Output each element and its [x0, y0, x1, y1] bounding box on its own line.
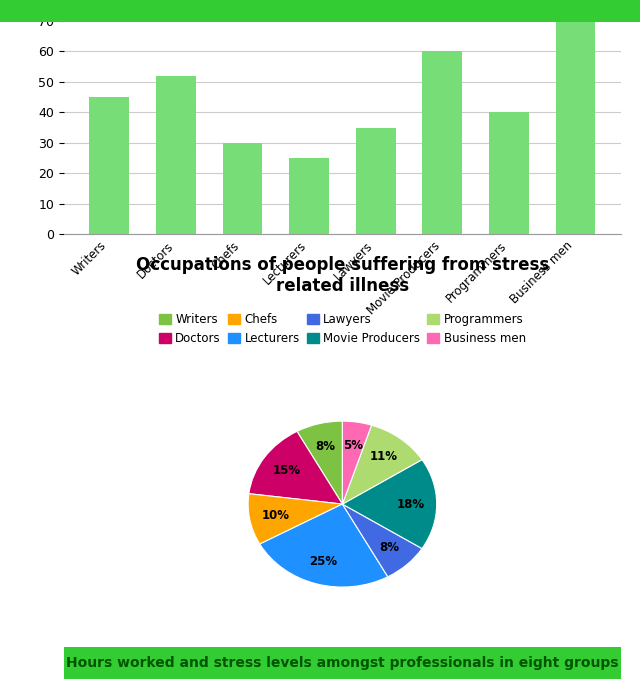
Text: Hours worked and stress levels amongst professionals in eight groups: Hours worked and stress levels amongst p…: [66, 656, 619, 670]
Bar: [556, 21, 595, 235]
Legend: Writers, Doctors, Chefs, Lecturers, Lawyers, Movie Producers, Programmers, Busin: Writers, Doctors, Chefs, Lecturers, Lawy…: [154, 308, 531, 350]
Title: Average number of hourse worked per week: Average number of hourse worked per week: [134, 0, 551, 17]
Bar: [156, 76, 196, 235]
Bar: [489, 113, 529, 234]
Title: Occupations of people suffering from stress
related illness: Occupations of people suffering from str…: [136, 256, 549, 295]
Bar: [422, 52, 462, 234]
Bar: [289, 158, 329, 235]
Bar: [223, 143, 262, 234]
Bar: [356, 127, 396, 234]
Bar: [90, 97, 129, 235]
